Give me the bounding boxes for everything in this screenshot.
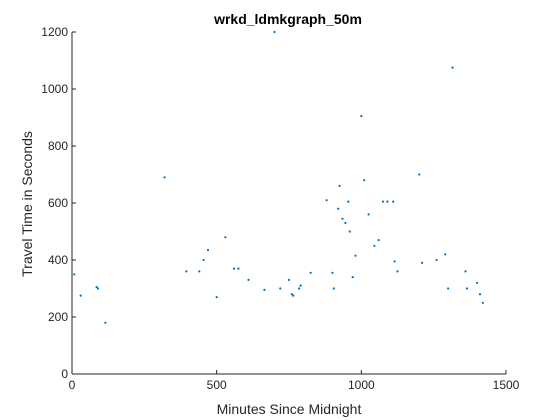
data-point: [393, 260, 396, 263]
data-point: [331, 271, 334, 274]
data-point: [476, 281, 479, 284]
data-point: [421, 261, 424, 264]
y-tick-label: 800: [48, 139, 68, 153]
data-point: [386, 200, 389, 203]
data-point: [299, 284, 302, 287]
data-point: [104, 321, 107, 324]
data-point: [95, 286, 98, 289]
chart-title: wrkd_ldmkgraph_50m: [213, 11, 362, 27]
data-point: [290, 293, 293, 296]
data-point: [348, 230, 351, 233]
data-point: [444, 253, 447, 256]
data-point: [478, 293, 482, 296]
data-point: [198, 270, 201, 273]
data-point: [451, 66, 454, 69]
data-point: [337, 207, 340, 210]
data-point: [292, 294, 295, 297]
x-tick-label: 1500: [493, 378, 520, 392]
data-point: [224, 236, 227, 239]
data-point: [263, 288, 266, 291]
y-tick-label: 0: [61, 367, 68, 381]
data-point: [363, 179, 366, 182]
data-point: [338, 184, 341, 187]
data-point: [273, 30, 276, 34]
y-tick-label: 1000: [41, 82, 68, 96]
data-point: [344, 221, 347, 225]
y-tick-label: 1200: [41, 25, 68, 39]
data-point: [481, 301, 484, 304]
data-point: [237, 267, 240, 270]
data-point: [206, 248, 210, 252]
y-tick-label: 200: [48, 310, 68, 324]
data-point: [377, 239, 380, 242]
data-point: [381, 200, 385, 203]
data-point: [185, 270, 188, 273]
y-tick-label: 600: [48, 196, 68, 210]
data-point: [360, 115, 363, 118]
plot-area: [73, 30, 484, 324]
data-point: [247, 278, 250, 281]
data-point: [354, 254, 357, 257]
data-point: [73, 273, 76, 276]
data-point: [464, 270, 467, 273]
data-point: [332, 287, 335, 290]
data-point: [396, 270, 399, 273]
data-point: [298, 287, 301, 290]
data-point: [351, 276, 354, 279]
y-axis-label: Travel Time in Seconds: [19, 131, 35, 277]
data-point: [215, 296, 218, 299]
x-tick-label: 500: [207, 378, 227, 392]
data-point: [465, 287, 468, 290]
data-point: [202, 258, 205, 262]
x-tick-label: 1000: [348, 378, 375, 392]
x-axis-label: Minutes Since Midnight: [217, 401, 362, 417]
axes: 0 500 1000 1500 0 200 400 600 800 1000 1200: [41, 25, 519, 392]
data-point: [79, 294, 82, 297]
data-point: [341, 217, 344, 220]
data-point: [325, 199, 328, 202]
y-tick-label: 400: [48, 253, 68, 267]
data-point: [435, 258, 438, 262]
data-point: [392, 200, 395, 203]
data-point: [279, 287, 282, 290]
data-point: [309, 271, 312, 274]
data-point: [163, 176, 166, 179]
data-point: [447, 287, 450, 290]
data-point: [367, 213, 370, 216]
data-point: [96, 287, 100, 290]
data-point: [373, 244, 376, 247]
data-point: [418, 173, 421, 176]
data-point: [232, 267, 236, 270]
x-tick-label: 0: [69, 378, 76, 392]
data-point: [287, 278, 291, 281]
data-point: [347, 200, 350, 203]
